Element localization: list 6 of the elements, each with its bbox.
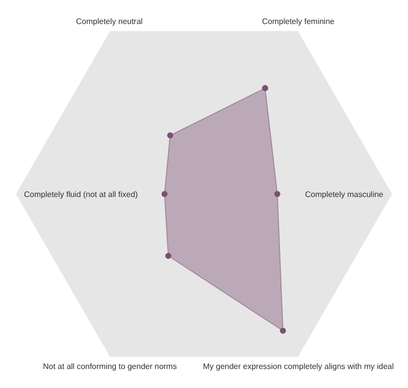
spoke-label: Completely masculine (305, 190, 384, 199)
spoke-label: My gender expression completely aligns with my ideal (203, 362, 394, 371)
spoke-label: Completely fluid (not at all fixed) (24, 190, 138, 199)
spoke-label: Completely neutral (76, 17, 143, 26)
spoke-label: Completely feminine (262, 17, 336, 26)
spoke-label: Not at all conforming to gender norms (43, 362, 177, 371)
